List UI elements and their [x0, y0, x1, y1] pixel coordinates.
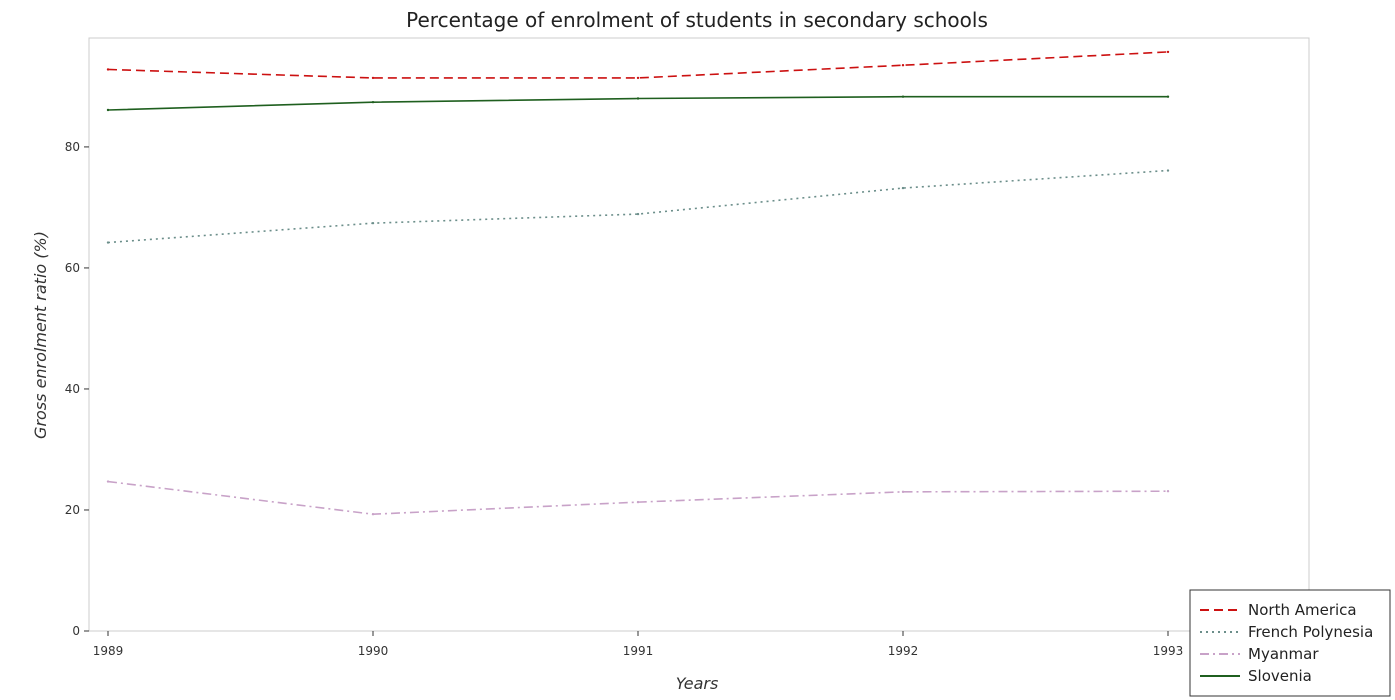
data-point: [1167, 169, 1169, 171]
data-point: [107, 109, 109, 111]
legend-label: Myanmar: [1248, 645, 1319, 663]
x-axis: 1989 1990 1991 1992 1993: [93, 631, 1184, 658]
legend-label: North America: [1248, 601, 1357, 619]
plot-area: [89, 38, 1309, 631]
x-tick-label: 1992: [888, 644, 919, 658]
data-point: [107, 68, 109, 70]
y-tick-label: 20: [65, 503, 80, 517]
data-point: [372, 77, 374, 79]
data-point: [1167, 95, 1169, 97]
chart-title: Percentage of enrolment of students in s…: [406, 8, 988, 32]
y-tick-label: 40: [65, 382, 80, 396]
data-point: [1167, 490, 1169, 492]
data-point: [372, 513, 374, 515]
y-tick-label: 80: [65, 140, 80, 154]
data-point: [902, 491, 904, 493]
data-point: [637, 77, 639, 79]
data-point: [637, 97, 639, 99]
x-tick-label: 1991: [623, 644, 654, 658]
data-point: [637, 213, 639, 215]
x-tick-label: 1993: [1153, 644, 1184, 658]
series-layer: [107, 51, 1169, 516]
series-line-french-polynesia: [108, 171, 1168, 243]
series-line-north-america: [108, 52, 1168, 78]
series-line-myanmar: [108, 482, 1168, 515]
data-point: [1167, 51, 1169, 53]
y-axis: 0 20 40 60 80: [65, 140, 89, 638]
data-point: [902, 187, 904, 189]
legend: North America French Polynesia Myanmar Slov…: [1190, 590, 1390, 696]
y-tick-label: 60: [65, 261, 80, 275]
data-point: [902, 64, 904, 66]
data-point: [372, 222, 374, 224]
x-axis-label: Years: [676, 674, 719, 693]
y-axis-label: Gross enrolment ratio (%): [31, 231, 50, 439]
data-point: [637, 501, 639, 503]
legend-label: Slovenia: [1248, 667, 1312, 685]
data-point: [372, 101, 374, 103]
data-point: [107, 241, 109, 243]
x-tick-label: 1990: [358, 644, 389, 658]
y-tick-label: 0: [72, 624, 80, 638]
data-point: [107, 480, 109, 482]
data-point: [902, 95, 904, 97]
legend-label: French Polynesia: [1248, 623, 1373, 641]
x-tick-label: 1989: [93, 644, 124, 658]
